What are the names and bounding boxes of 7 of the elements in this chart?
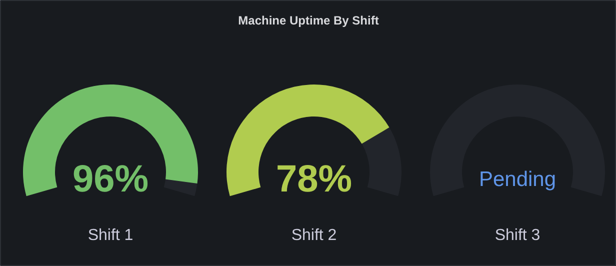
data-label: 96%	[72, 158, 149, 200]
category-label: Shift 2	[291, 227, 337, 244]
category-label: Shift 3	[494, 227, 540, 244]
data-label: 78%	[276, 158, 352, 200]
category-label: Shift 1	[88, 227, 134, 244]
text: Machine Uptime By Shift	[238, 14, 379, 28]
data-label: Pending	[478, 168, 556, 191]
